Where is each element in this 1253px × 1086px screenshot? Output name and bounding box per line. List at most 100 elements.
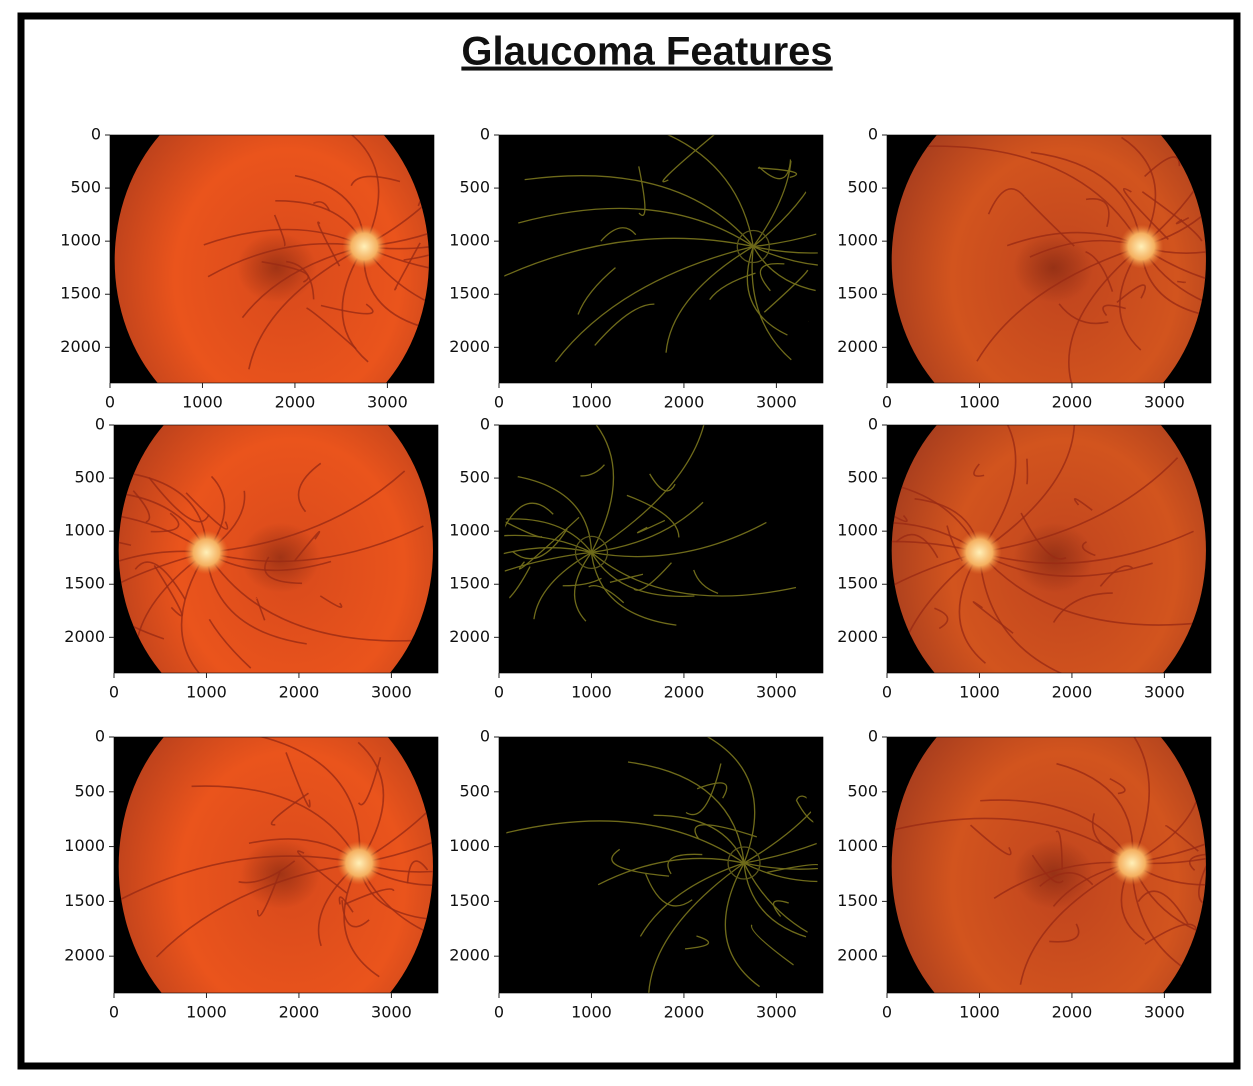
y-tick-label: 0: [480, 125, 490, 144]
x-tick-label: 0: [109, 1003, 119, 1022]
vessel-map: [503, 737, 818, 993]
optic-disc: [1119, 224, 1164, 269]
vessel: [155, 862, 360, 958]
x-tick-label: 0: [882, 1003, 892, 1022]
vessel: [1140, 246, 1206, 319]
y-tick-label: 1000: [449, 521, 490, 540]
vessel: [907, 145, 1142, 247]
vessel: [979, 425, 1076, 554]
subplot: 0 1000 2000 3000 0 500 1000 1500 2000: [449, 415, 824, 702]
vessel: [1081, 541, 1096, 557]
optic-disc: [184, 530, 229, 575]
subplot: 0 1000 2000 3000 0 500 1000 1500 2000: [837, 125, 1212, 412]
vessel: [1019, 862, 1133, 985]
vessel: [724, 862, 760, 988]
vessel: [1188, 852, 1206, 871]
vessel: [709, 272, 756, 300]
x-tick-label: 3000: [756, 393, 797, 412]
subplot: 0 1000 2000 3000 0 500 1000 1500 2000: [449, 727, 824, 1022]
optic-disc: [957, 530, 1002, 575]
x-tick-label: 2000: [664, 393, 705, 412]
image: [887, 737, 1211, 993]
vessel: [979, 530, 1194, 565]
y-tick-label: 500: [847, 781, 878, 800]
optic-disc: [337, 841, 382, 886]
vessel: [238, 860, 296, 884]
vessel: [1049, 923, 1080, 943]
vessel: [685, 763, 722, 816]
subplot: 0 1000 2000 3000 0 500 1000 1500 2000: [449, 125, 824, 412]
vessel: [987, 188, 1025, 215]
y-tick-label: 1500: [64, 574, 105, 593]
y-tick-label: 0: [480, 415, 490, 434]
vessel: [1131, 809, 1206, 865]
x-tick-label: 0: [882, 683, 892, 702]
vessel: [759, 263, 785, 292]
vessel: [1177, 280, 1186, 284]
vessel: [645, 873, 693, 907]
y-tick-label: 500: [70, 178, 101, 197]
vessel: [934, 607, 949, 630]
vessel: [1023, 196, 1075, 247]
vessel: [118, 510, 207, 554]
vessel: [1039, 872, 1094, 887]
vessel: [511, 528, 568, 560]
vessel: [503, 502, 554, 528]
vessel: [363, 135, 429, 248]
x-tick-label: 1000: [959, 393, 1000, 412]
vessel: [696, 782, 728, 799]
disc-outline: [574, 535, 609, 570]
x-tick-label: 1000: [571, 393, 612, 412]
y-tick-label: 0: [95, 727, 105, 746]
vessel: [403, 227, 429, 261]
vessel: [1099, 565, 1134, 587]
x-tick-label: 2000: [1052, 683, 1093, 702]
x-tick-label: 1000: [571, 1003, 612, 1022]
x-tick-label: 0: [494, 683, 504, 702]
vessel: [972, 601, 1014, 634]
y-tick-label: 500: [459, 468, 490, 487]
x-tick-label: 0: [494, 1003, 504, 1022]
vessel: [665, 245, 754, 353]
vessel-map: [503, 425, 797, 644]
vessel: [118, 551, 207, 669]
vessel: [1131, 863, 1206, 993]
vessel: [503, 518, 592, 553]
vessel: [743, 862, 818, 883]
x-tick-label: 1000: [182, 393, 223, 412]
y-tick-label: 0: [868, 727, 878, 746]
image: [110, 135, 450, 383]
vessel: [514, 475, 593, 553]
vessel: [1144, 156, 1181, 178]
vessel: [562, 577, 602, 587]
y-tick-label: 1000: [449, 231, 490, 250]
macula: [240, 838, 321, 909]
macula: [236, 232, 317, 303]
vessel: [294, 530, 321, 562]
vessel: [518, 516, 580, 570]
vessel: [270, 792, 309, 826]
axes-frame: [886, 736, 1212, 994]
subplot: 0 1000 2000 3000 0 500 1000 1500 2000: [837, 727, 1212, 1022]
macula: [1013, 522, 1094, 593]
vessel: [978, 425, 1017, 553]
x-tick-label: 0: [882, 393, 892, 412]
vessel: [248, 245, 365, 370]
x-tick-label: 1000: [186, 1003, 227, 1022]
vessel: [978, 552, 1128, 673]
vessel: [647, 862, 745, 993]
y-tick-label: 2000: [449, 627, 490, 646]
x-tick-label: 3000: [371, 683, 412, 702]
y-tick-label: 1500: [60, 284, 101, 303]
vessel: [439, 201, 450, 216]
subplot: 0 1000 2000 3000 0 500 1000 1500 2000: [64, 727, 439, 1022]
vessel: [153, 564, 183, 617]
y-tick-label: 0: [868, 125, 878, 144]
vessel: [1116, 284, 1146, 304]
vessel: [503, 534, 592, 553]
y-tick-label: 500: [74, 468, 105, 487]
vessel: [1122, 187, 1169, 240]
axes-frame: [113, 736, 439, 994]
vessel: [134, 561, 186, 600]
vessel: [150, 512, 180, 533]
